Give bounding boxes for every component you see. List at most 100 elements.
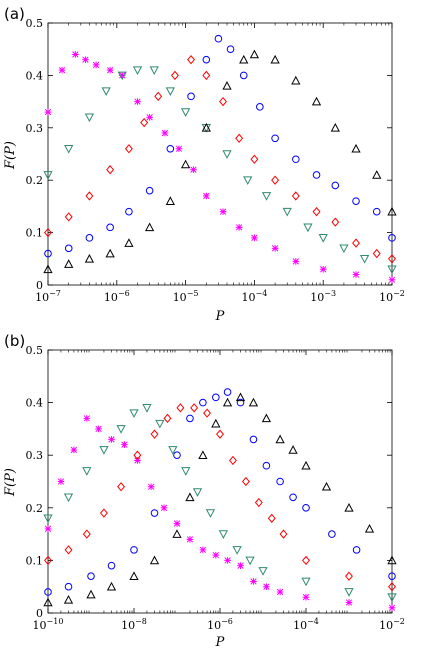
data-point-triangle-down bbox=[339, 244, 349, 254]
data-point-diamond bbox=[82, 529, 91, 539]
data-point-diamond bbox=[352, 238, 360, 248]
data-point-triangle-up bbox=[63, 594, 74, 604]
data-point-asterisk bbox=[108, 436, 115, 443]
data-point-asterisk bbox=[175, 145, 183, 153]
data-point-asterisk bbox=[263, 583, 270, 590]
data-point-diamond bbox=[187, 55, 196, 65]
data-point-triangle-down bbox=[116, 425, 126, 434]
data-point-circle bbox=[87, 572, 95, 580]
data-point-diamond bbox=[302, 555, 310, 566]
data-point-circle bbox=[352, 197, 360, 205]
data-point-triangle-up bbox=[43, 597, 53, 607]
data-point-diamond bbox=[176, 403, 185, 413]
data-point-triangle-down bbox=[84, 113, 95, 123]
plot-frame bbox=[47, 349, 393, 614]
data-point-triangle-up bbox=[222, 81, 232, 90]
data-point-asterisk bbox=[276, 588, 284, 596]
data-point-asterisk bbox=[302, 593, 310, 601]
data-point-asterisk bbox=[235, 224, 243, 231]
data-point-triangle-up bbox=[288, 445, 298, 454]
x-tick-label: 10−8 bbox=[121, 617, 147, 632]
data-point-diamond bbox=[372, 248, 381, 259]
data-point-asterisk bbox=[224, 557, 231, 564]
data-point-circle bbox=[44, 588, 52, 596]
data-point-circle bbox=[249, 435, 258, 444]
data-point-triangle-down bbox=[132, 66, 143, 76]
data-point-asterisk bbox=[271, 245, 279, 252]
panel-a-label: (a) bbox=[4, 5, 25, 23]
data-point-circle bbox=[236, 398, 245, 407]
data-point-circle bbox=[388, 234, 396, 242]
data-point-diamond bbox=[388, 254, 396, 264]
x-tick-label: 10−2 bbox=[379, 289, 405, 304]
data-point-triangle-down bbox=[165, 87, 175, 96]
data-point-diamond bbox=[254, 497, 263, 508]
data-point-diamond bbox=[345, 571, 353, 581]
series-asterisk bbox=[44, 415, 396, 612]
data-point-triangle-down bbox=[192, 488, 203, 497]
data-point-triangle-up bbox=[211, 418, 221, 428]
y-tick-label: 0.2 bbox=[26, 174, 44, 187]
y-tick-label: 0.4 bbox=[26, 69, 44, 82]
data-point-circle bbox=[331, 181, 340, 190]
data-point-diamond bbox=[203, 408, 212, 418]
data-point-triangle-up bbox=[86, 589, 96, 599]
data-point-triangle-down bbox=[181, 467, 191, 476]
data-point-diamond bbox=[133, 450, 142, 460]
data-point-circle bbox=[212, 393, 220, 402]
x-axis-label: P bbox=[215, 309, 225, 324]
data-point-diamond bbox=[117, 482, 126, 492]
data-point-diamond bbox=[154, 91, 163, 102]
data-point-asterisk bbox=[199, 546, 207, 554]
data-point-diamond bbox=[106, 165, 115, 175]
data-point-triangle-up bbox=[239, 54, 249, 64]
data-point-asterisk bbox=[237, 562, 244, 569]
data-point-diamond bbox=[312, 206, 321, 217]
series-triangle-up bbox=[43, 392, 397, 607]
data-point-triangle-up bbox=[372, 170, 382, 179]
data-point-diamond bbox=[163, 413, 172, 424]
data-point-triangle-down bbox=[282, 207, 292, 217]
series-circle bbox=[44, 388, 396, 596]
data-point-circle bbox=[85, 234, 94, 242]
panel-a: 10−7 10−6 10−5 10−4 10−3 10−2 0 0.1 0.2 0.3 0.4 0.5… bbox=[3, 17, 405, 324]
series-asterisk bbox=[44, 51, 396, 284]
data-point-asterisk bbox=[72, 51, 79, 58]
data-point-triangle-up bbox=[275, 434, 285, 444]
data-point-asterisk bbox=[161, 129, 169, 137]
series-triangle-down bbox=[43, 66, 397, 275]
data-point-asterisk bbox=[121, 441, 128, 448]
data-point-circle bbox=[256, 103, 264, 111]
data-point-triangle-down bbox=[359, 255, 370, 264]
data-point-triangle-up bbox=[351, 143, 361, 153]
data-point-triangle-up bbox=[165, 196, 175, 205]
data-point-circle bbox=[106, 223, 114, 232]
data-point-triangle-up bbox=[129, 571, 139, 580]
data-point-triangle-up bbox=[235, 392, 246, 402]
data-point-diamond bbox=[64, 545, 73, 555]
data-point-triangle-up bbox=[84, 253, 95, 263]
data-point-triangle-down bbox=[261, 192, 272, 201]
data-point-diamond bbox=[44, 227, 52, 238]
data-point-asterisk bbox=[58, 66, 66, 74]
data-point-circle bbox=[173, 451, 181, 460]
data-point-triangle-down bbox=[99, 446, 109, 455]
data-point-asterisk bbox=[173, 520, 181, 527]
data-point-asterisk bbox=[388, 276, 396, 284]
y-tick-label: 0.3 bbox=[26, 449, 44, 462]
data-point-triangle-up bbox=[261, 413, 272, 423]
data-point-diamond bbox=[271, 175, 280, 185]
data-point-diamond bbox=[140, 117, 149, 128]
series-circle bbox=[44, 34, 396, 258]
data-point-asterisk bbox=[212, 551, 220, 559]
data-point-triangle-down bbox=[318, 234, 328, 243]
data-point-triangle-up bbox=[364, 523, 375, 533]
data-point-circle bbox=[312, 171, 321, 179]
data-point-circle bbox=[199, 398, 207, 407]
x-axis-label: P bbox=[215, 635, 225, 650]
data-point-asterisk bbox=[95, 425, 102, 433]
x-tick-label: 10−3 bbox=[310, 289, 336, 304]
data-point-circle bbox=[202, 55, 211, 64]
data-point-circle bbox=[226, 45, 235, 54]
data-point-diamond bbox=[235, 133, 244, 143]
